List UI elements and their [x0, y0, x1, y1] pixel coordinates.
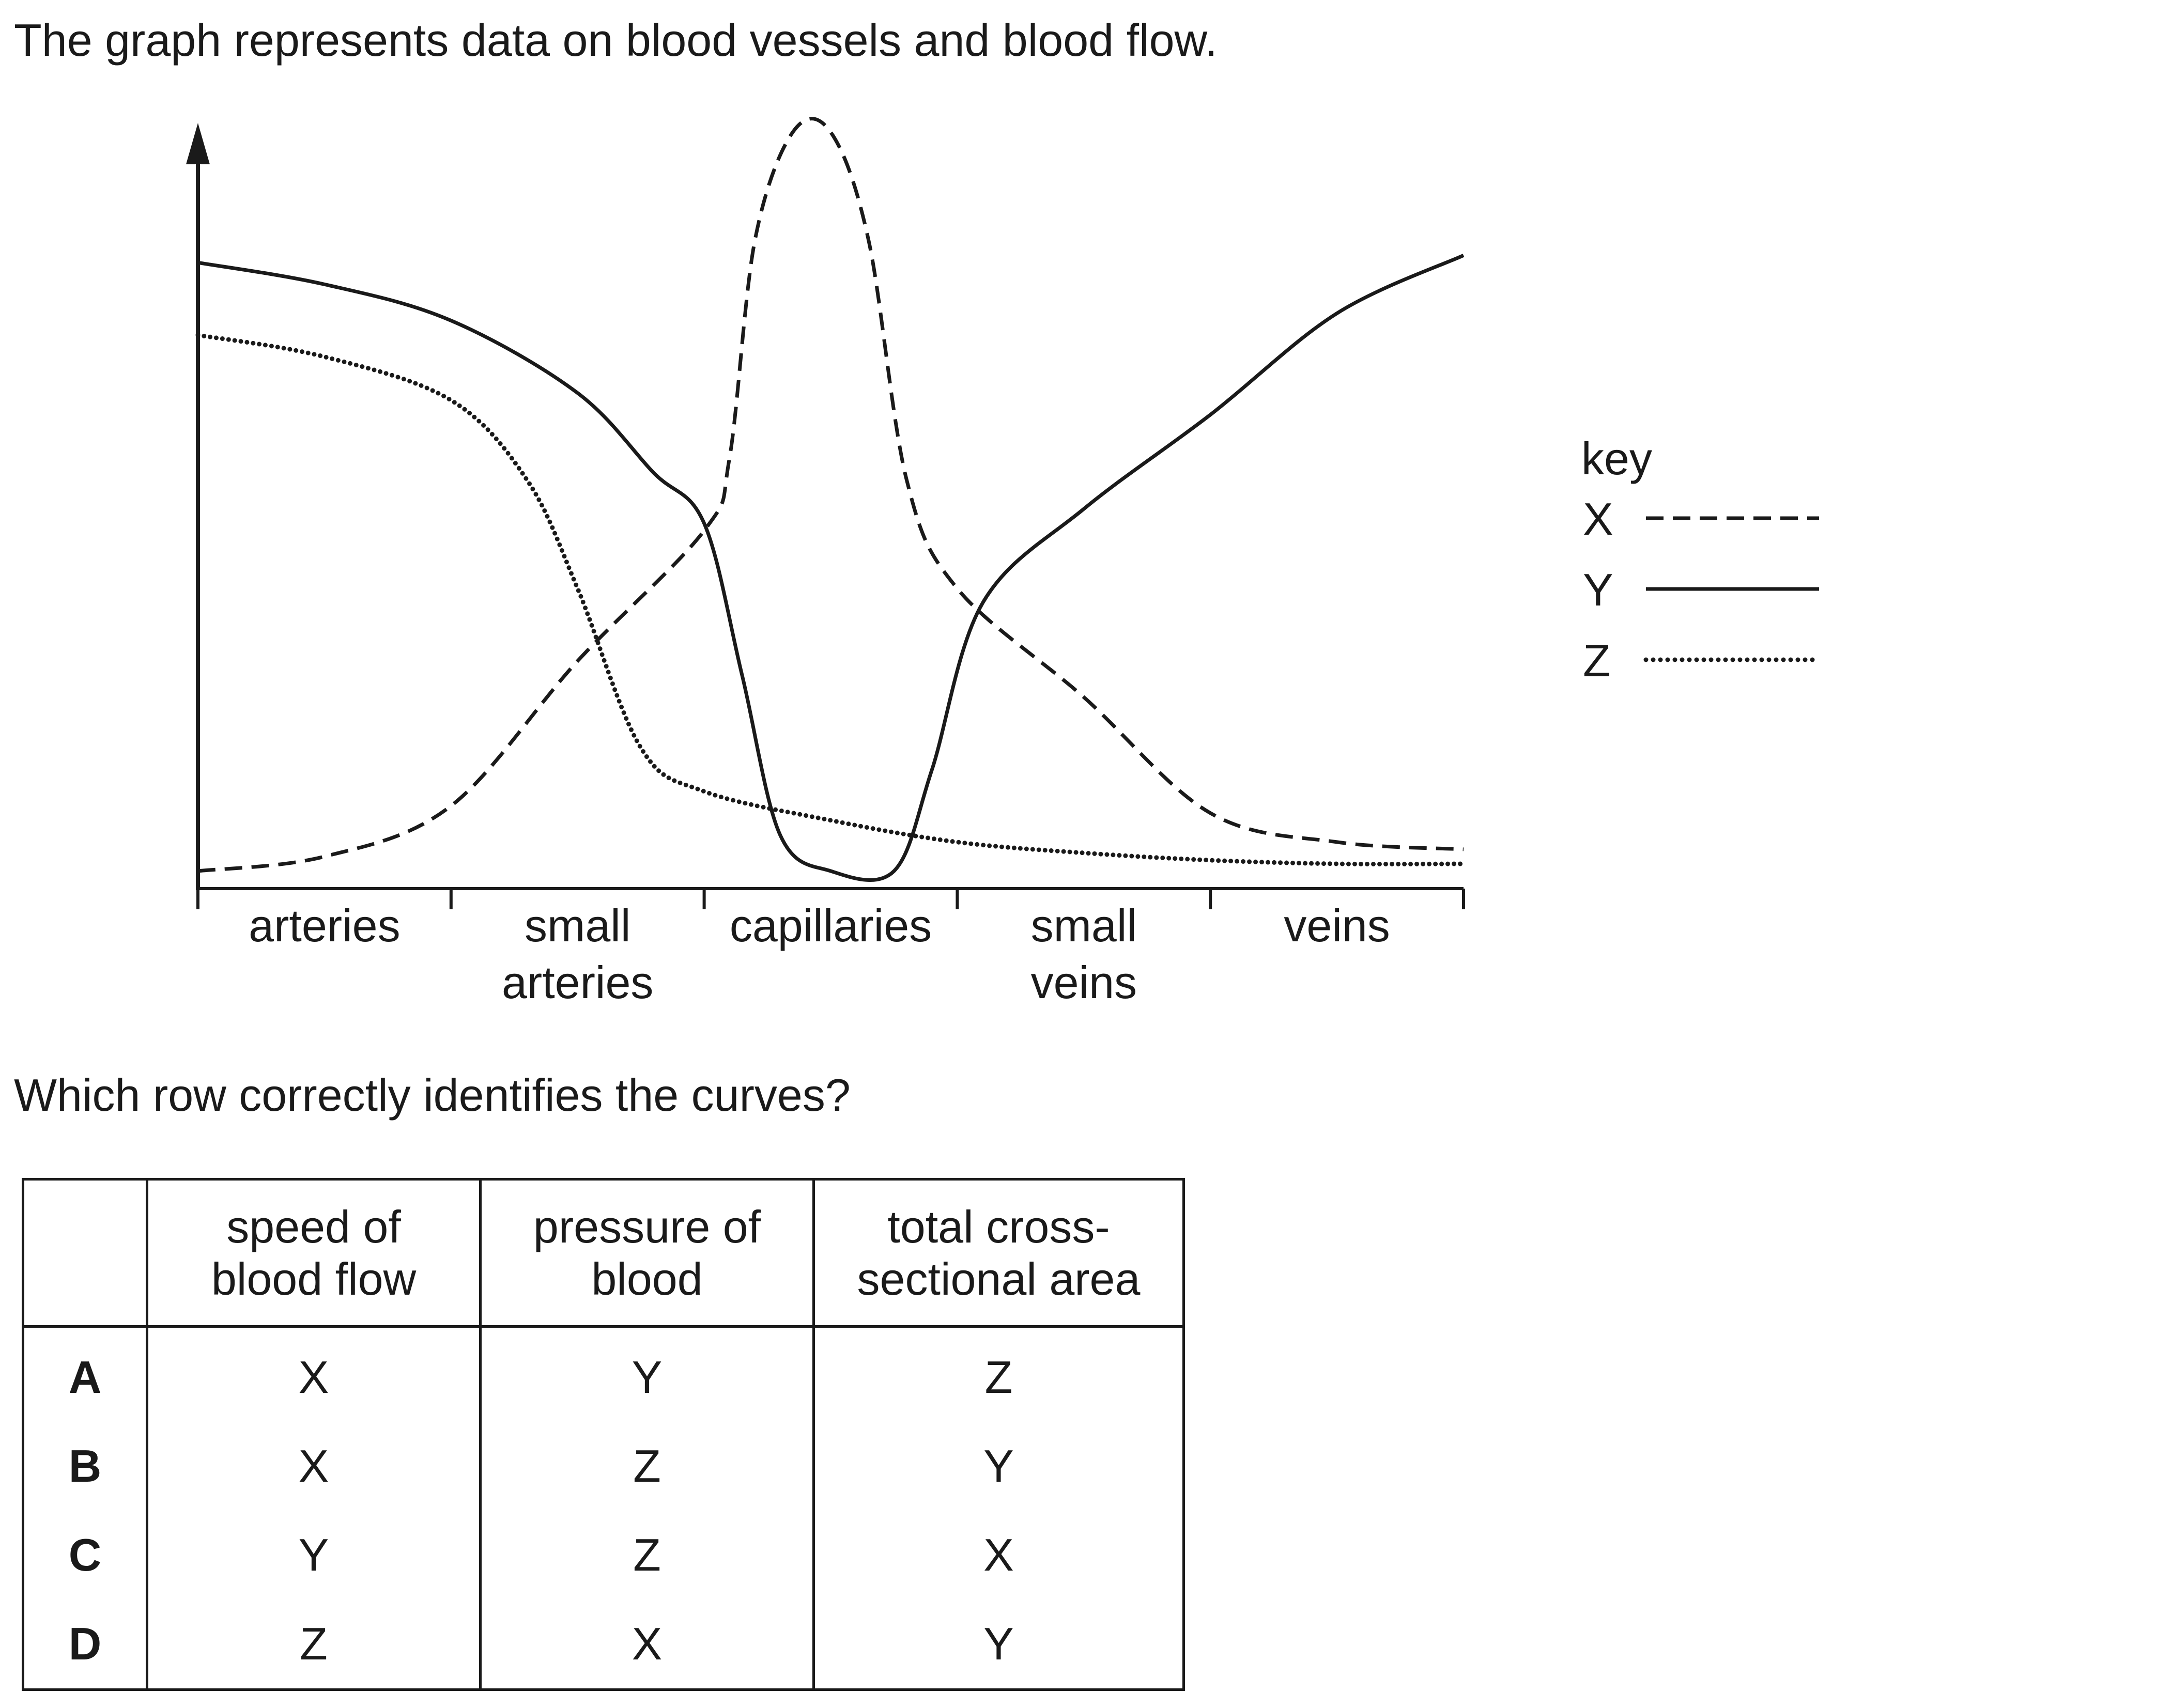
cell-speed: Y: [146, 1511, 482, 1600]
option-row-c[interactable]: C Y Z X: [22, 1511, 1185, 1600]
table-header-row: speed of blood flow pressure of blood to…: [22, 1178, 1185, 1328]
option-key: C: [22, 1511, 148, 1600]
header-speed-of-blood-flow: speed of blood flow: [146, 1178, 482, 1328]
header-pressure-of-blood: pressure of blood: [479, 1178, 815, 1328]
legend-label-x: X: [1583, 493, 1613, 545]
header-total-cross-sectional-area: total cross- sectional area: [812, 1178, 1185, 1328]
question-intro-text: The graph represents data on blood vesse…: [14, 14, 1218, 66]
x-category-label: small: [525, 900, 630, 951]
option-row-d[interactable]: D Z X Y: [22, 1600, 1185, 1691]
legend-label-z: Z: [1583, 635, 1611, 686]
x-axis-category-labels: arteries small arteries capillaries small vei…: [249, 900, 1390, 1008]
legend-label-y: Y: [1583, 564, 1613, 615]
cell-pressure: X: [479, 1600, 815, 1691]
cell-pressure: Y: [479, 1326, 815, 1422]
option-key: A: [22, 1326, 148, 1422]
x-axis-ticks: [196, 889, 1465, 909]
option-row-b[interactable]: B X Z Y: [22, 1422, 1185, 1511]
answer-options-table: speed of blood flow pressure of blood to…: [22, 1178, 1185, 1691]
legend-items: XYZ: [1583, 493, 1822, 686]
series-line-y: [197, 254, 1465, 882]
series-line-z: [195, 333, 1466, 866]
blood-vessel-graph: arteries small arteries capillaries small vei…: [186, 117, 1822, 1008]
option-key: B: [22, 1422, 148, 1511]
cell-area: Y: [812, 1422, 1185, 1511]
y-axis-arrow-icon: [186, 123, 210, 164]
question-text: Which row correctly identifies the curve…: [14, 1069, 851, 1121]
x-category-label: capillaries: [730, 900, 932, 951]
legend: key XYZ: [1581, 433, 1822, 686]
chart-series: [195, 117, 1466, 882]
cell-area: X: [812, 1511, 1185, 1600]
cell-pressure: Z: [479, 1511, 815, 1600]
option-key: D: [22, 1600, 148, 1691]
x-category-label: arteries: [249, 900, 400, 951]
x-category-label-line2: arteries: [502, 957, 653, 1008]
x-category-label: small: [1031, 900, 1137, 951]
x-category-label: veins: [1284, 900, 1390, 951]
header-empty-cell: [22, 1178, 148, 1328]
x-category-label-line2: veins: [1031, 957, 1137, 1008]
cell-area: Z: [812, 1326, 1185, 1422]
cell-speed: Z: [146, 1600, 482, 1691]
option-row-a[interactable]: A X Y Z: [22, 1326, 1185, 1422]
cell-speed: X: [146, 1422, 482, 1511]
cell-pressure: Z: [479, 1422, 815, 1511]
cell-speed: X: [146, 1326, 482, 1422]
cell-area: Y: [812, 1600, 1185, 1691]
legend-title: key: [1581, 433, 1652, 484]
series-line-x: [197, 117, 1464, 873]
